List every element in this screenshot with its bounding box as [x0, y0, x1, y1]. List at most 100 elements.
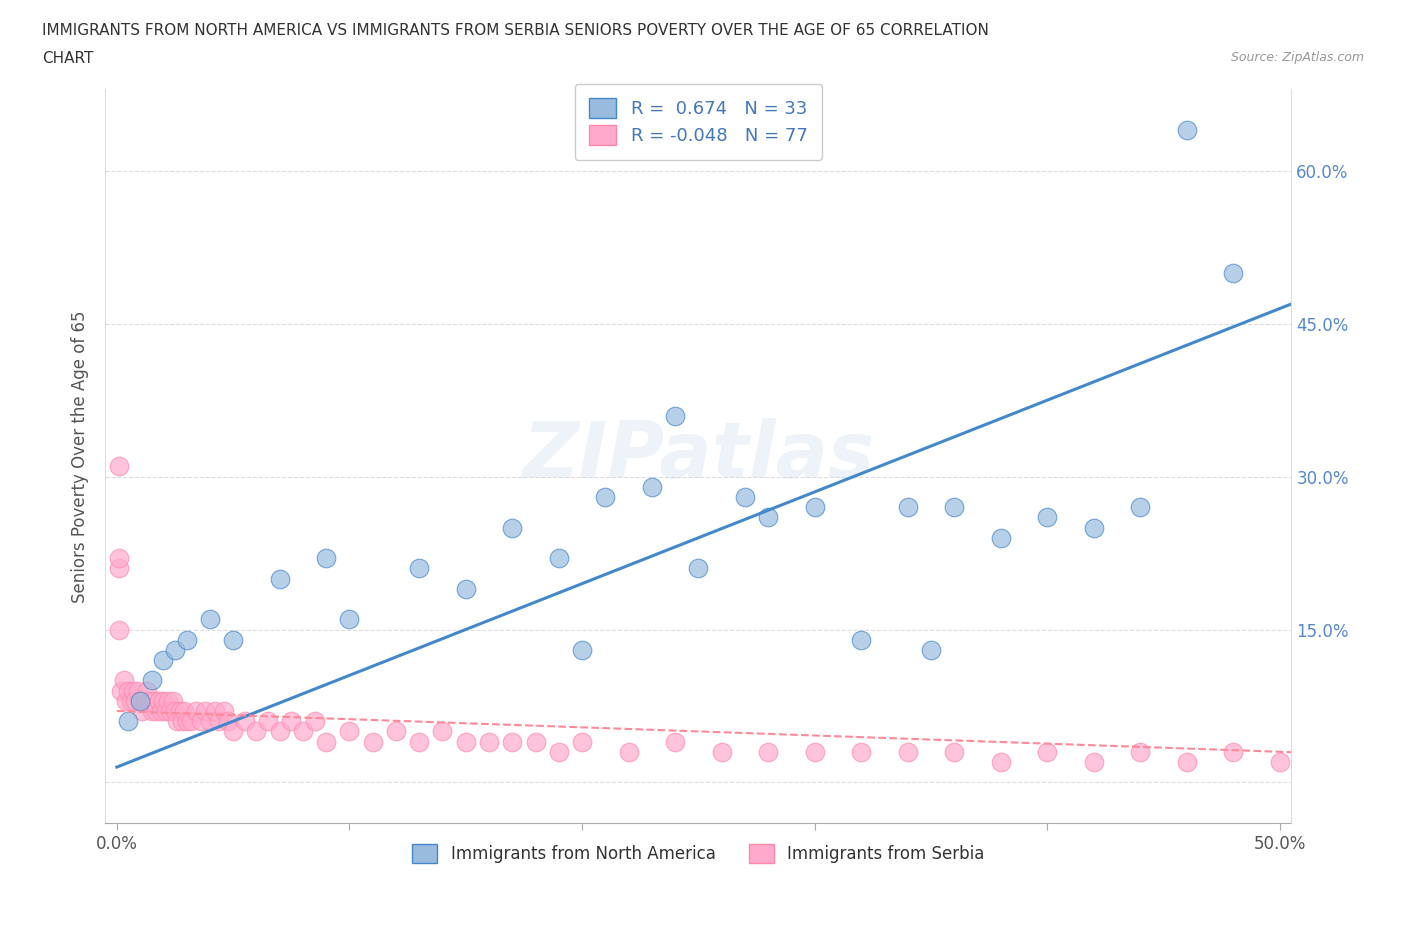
Point — [159, 704, 181, 719]
Point — [145, 704, 167, 719]
Point — [408, 561, 430, 576]
Point — [176, 632, 198, 647]
Point — [897, 499, 920, 514]
Point — [155, 704, 177, 719]
Point — [136, 684, 159, 698]
Point — [124, 694, 146, 709]
Point — [280, 714, 302, 729]
Point — [1222, 744, 1244, 759]
Point — [756, 744, 779, 759]
Point — [1129, 499, 1152, 514]
Point — [212, 704, 235, 719]
Point — [218, 714, 240, 729]
Point — [245, 724, 267, 738]
Point — [156, 694, 179, 709]
Point — [339, 724, 361, 738]
Point — [454, 581, 477, 596]
Point — [478, 734, 501, 749]
Point — [141, 704, 163, 719]
Point — [756, 510, 779, 525]
Point — [176, 714, 198, 729]
Point — [166, 714, 188, 729]
Point — [547, 551, 569, 565]
Point — [385, 724, 408, 738]
Point — [432, 724, 454, 738]
Point — [208, 714, 231, 729]
Point — [269, 571, 291, 586]
Text: IMMIGRANTS FROM NORTH AMERICA VS IMMIGRANTS FROM SERBIA SENIORS POVERTY OVER THE: IMMIGRANTS FROM NORTH AMERICA VS IMMIGRA… — [42, 23, 988, 38]
Point — [110, 684, 132, 698]
Point — [315, 551, 337, 565]
Point — [129, 694, 152, 709]
Point — [131, 704, 153, 719]
Point — [233, 714, 256, 729]
Point — [1083, 754, 1105, 769]
Text: ZIPatlas: ZIPatlas — [522, 418, 875, 494]
Point — [571, 643, 593, 658]
Point — [1129, 744, 1152, 759]
Point — [108, 622, 131, 637]
Point — [143, 694, 166, 709]
Point — [134, 694, 156, 709]
Point — [257, 714, 280, 729]
Point — [138, 694, 160, 709]
Point — [115, 694, 138, 709]
Point — [361, 734, 384, 749]
Point — [920, 643, 942, 658]
Point — [180, 714, 202, 729]
Point — [1222, 265, 1244, 280]
Point — [304, 714, 326, 729]
Point — [501, 734, 523, 749]
Point — [641, 479, 664, 494]
Point — [127, 684, 149, 698]
Point — [222, 724, 245, 738]
Point — [184, 704, 207, 719]
Text: Source: ZipAtlas.com: Source: ZipAtlas.com — [1230, 51, 1364, 64]
Point — [152, 694, 174, 709]
Point — [163, 704, 186, 719]
Point — [198, 612, 221, 627]
Point — [204, 704, 226, 719]
Point — [943, 499, 966, 514]
Point — [108, 459, 131, 474]
Point — [1175, 123, 1198, 138]
Point — [108, 561, 131, 576]
Point — [152, 653, 174, 668]
Point — [710, 744, 733, 759]
Point — [339, 612, 361, 627]
Point — [148, 694, 170, 709]
Point — [849, 632, 872, 647]
Point — [1036, 744, 1059, 759]
Point — [990, 754, 1012, 769]
Point — [688, 561, 710, 576]
Point — [269, 724, 291, 738]
Point — [943, 744, 966, 759]
Point — [1036, 510, 1059, 525]
Y-axis label: Seniors Poverty Over the Age of 65: Seniors Poverty Over the Age of 65 — [72, 310, 89, 603]
Point — [122, 684, 145, 698]
Point — [194, 704, 217, 719]
Point — [108, 551, 131, 565]
Point — [1175, 754, 1198, 769]
Point — [408, 734, 430, 749]
Point — [141, 673, 163, 688]
Point — [454, 734, 477, 749]
Point — [664, 408, 686, 423]
Point — [803, 499, 825, 514]
Point — [169, 704, 191, 719]
Point — [173, 704, 195, 719]
Point — [162, 694, 184, 709]
Text: CHART: CHART — [42, 51, 94, 66]
Point — [524, 734, 547, 749]
Point — [198, 714, 221, 729]
Point — [547, 744, 569, 759]
Point — [1268, 754, 1291, 769]
Point — [571, 734, 593, 749]
Legend: Immigrants from North America, Immigrants from Serbia: Immigrants from North America, Immigrant… — [405, 838, 991, 870]
Point — [170, 714, 193, 729]
Point — [112, 673, 135, 688]
Point — [990, 530, 1012, 545]
Point — [849, 744, 872, 759]
Point — [117, 684, 139, 698]
Point — [897, 744, 920, 759]
